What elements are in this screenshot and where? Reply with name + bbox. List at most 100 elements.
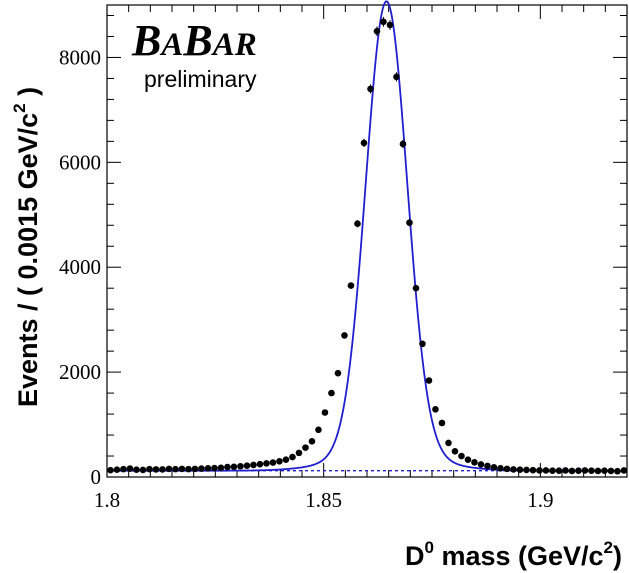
y-axis-title: Events / ( 0.0015 GeV/c2 ) (10, 87, 43, 407)
data-point (406, 219, 413, 226)
logo-letter-b1: B (131, 16, 161, 65)
data-point (588, 467, 595, 475)
data-point (347, 282, 355, 289)
data-point (367, 85, 374, 93)
data-point (529, 466, 537, 474)
logo-letter-a1: A (159, 27, 183, 63)
data-point (341, 332, 348, 339)
data-point (568, 467, 576, 475)
data-point (315, 426, 322, 434)
data-point (523, 466, 530, 474)
preliminary-label: preliminary (144, 66, 257, 92)
data-point (308, 438, 316, 445)
x-axis-title: D0 mass (GeV/c2) (405, 538, 622, 571)
data-point (594, 467, 602, 475)
data-point (295, 449, 303, 457)
data-point (230, 463, 238, 471)
y-tick-label: 4000 (59, 255, 101, 279)
babar-logo: BABAR preliminary (131, 16, 257, 92)
data-point (276, 457, 283, 465)
data-point (412, 284, 420, 292)
data-point (536, 467, 543, 474)
data-point (549, 467, 556, 475)
data-point (581, 467, 589, 474)
x-axis-title-rest: mass (GeV/c (434, 541, 604, 571)
data-point (250, 461, 257, 469)
data-point (503, 465, 511, 473)
data-point (334, 369, 342, 377)
data-point (510, 466, 517, 473)
data-point (198, 465, 205, 472)
data-point (243, 462, 251, 470)
data-point (497, 465, 504, 472)
data-point (438, 419, 446, 427)
data-point (269, 459, 277, 466)
data-point (211, 464, 218, 472)
data-point (191, 465, 199, 473)
data-point (302, 444, 309, 451)
y-axis-title-main: Events / ( 0.0015 GeV/c (13, 113, 43, 407)
data-point (204, 465, 212, 472)
data-point (263, 460, 270, 467)
data-point (386, 21, 394, 29)
data-point (360, 139, 368, 147)
data-point (139, 466, 147, 474)
data-point (458, 452, 465, 460)
data-point (490, 463, 498, 471)
babar-logo-text: BABAR (131, 16, 257, 65)
data-point (172, 465, 179, 473)
data-point (445, 439, 452, 447)
data-point (282, 456, 290, 463)
data-point (165, 465, 173, 473)
data-point (380, 18, 387, 26)
data-point (120, 465, 127, 473)
x-axis-title-end: ) (613, 541, 622, 571)
x-tick-label: 1.85 (305, 488, 342, 512)
data-point (451, 448, 459, 455)
data-point (419, 340, 426, 348)
data-point (575, 467, 582, 475)
y-axis-title-sup: 2 (10, 103, 29, 112)
data-point (393, 73, 400, 81)
data-points (107, 16, 628, 475)
x-axis-title-main: D (405, 541, 425, 571)
data-point (373, 27, 381, 35)
logo-letter-b2: B (182, 16, 212, 65)
data-point (328, 389, 335, 397)
y-axis-title-end: ) (13, 87, 43, 104)
data-point (516, 466, 524, 473)
data-point (614, 467, 621, 475)
data-point (146, 465, 153, 473)
y-tick-label: 0 (91, 465, 102, 489)
data-point (607, 467, 615, 475)
data-point (237, 462, 244, 470)
x-axis-title-sup2: 2 (604, 538, 613, 557)
data-point (152, 466, 160, 473)
data-point (217, 464, 225, 472)
data-point (471, 459, 478, 466)
y-tick-label: 6000 (59, 150, 101, 174)
data-point (126, 465, 134, 472)
data-point (133, 466, 140, 473)
data-point (256, 460, 264, 468)
logo-letter-a2: A (211, 27, 235, 63)
data-point (425, 377, 433, 384)
data-point (289, 453, 296, 461)
data-point (159, 466, 166, 473)
data-point (107, 466, 114, 474)
data-point (432, 406, 439, 413)
data-point (601, 467, 608, 475)
data-point (113, 466, 121, 473)
logo-letter-r: R (234, 27, 257, 63)
data-point (224, 463, 231, 471)
data-point (399, 140, 407, 148)
x-tick-label: 1.8 (94, 488, 120, 512)
data-point (185, 465, 192, 473)
tick-labels: 0 2000 4000 6000 8000 1.8 1.85 1.9 (59, 45, 553, 512)
data-point (542, 467, 550, 474)
x-axis-title-sup: 0 (424, 538, 433, 557)
data-point (321, 409, 329, 416)
x-tick-label: 1.9 (527, 488, 553, 512)
data-point (178, 465, 186, 473)
